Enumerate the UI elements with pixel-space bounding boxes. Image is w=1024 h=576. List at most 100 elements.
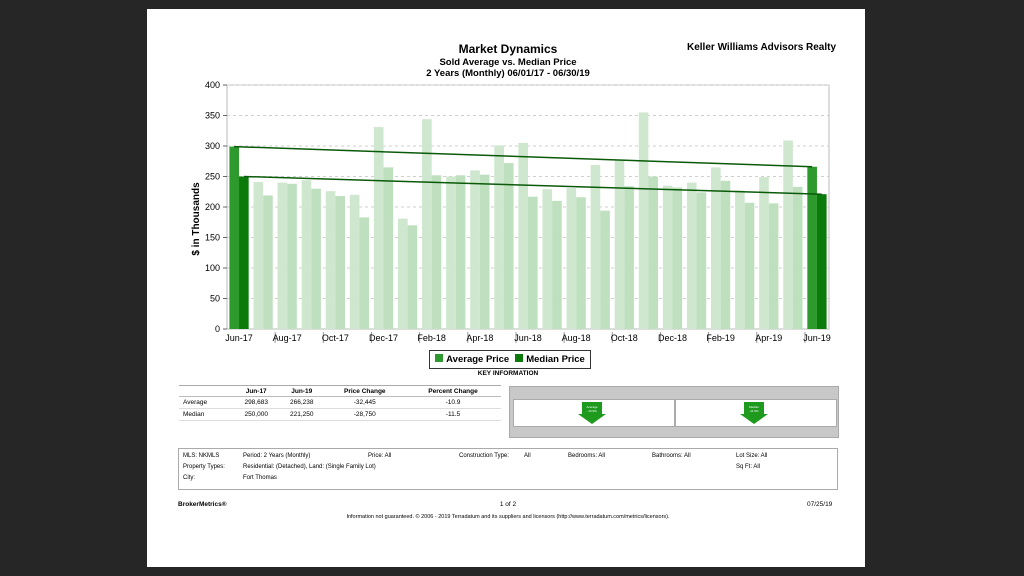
svg-text:Median: Median <box>749 405 759 409</box>
bar-average <box>566 188 577 329</box>
y-tick-label: 200 <box>205 202 220 212</box>
filter-sqft: Sq Ft: All <box>736 464 761 470</box>
average-change-indicator: Average -10.9% <box>513 399 675 427</box>
bar-median <box>600 210 610 329</box>
x-tick-label: Jun-18 <box>514 333 542 343</box>
bar-average <box>662 185 673 329</box>
filter-price: Price: All <box>368 453 392 459</box>
bar-median <box>359 217 370 329</box>
stats-header <box>179 386 234 397</box>
report-title: Market Dynamics <box>458 42 558 56</box>
stats-header: Jun-19 <box>278 386 325 397</box>
bar-median <box>576 197 586 329</box>
bar-median <box>407 225 418 329</box>
brand-label: BrokerMetrics® <box>178 501 227 508</box>
x-axis-ticks: Jun-17 Aug-17 Oct-17 Dec-17 Feb-18 Apr-18 Jun-… <box>225 332 831 343</box>
filter-city-value: Fort Thomas <box>243 475 277 481</box>
filter-construction-value: All <box>524 453 531 459</box>
bar-average <box>711 167 721 329</box>
filter-property-types-label: Property Types: <box>183 464 225 470</box>
y-tick-label: 350 <box>205 111 220 121</box>
y-tick-label: 50 <box>210 294 220 304</box>
bar-average <box>759 177 769 329</box>
bar-median <box>648 176 659 329</box>
x-tick-label: Apr-18 <box>466 333 493 343</box>
y-tick-label: 250 <box>205 172 220 182</box>
x-tick-label: Oct-17 <box>322 333 349 343</box>
report-period: 2 Years (Monthly) 06/01/17 - 06/30/19 <box>426 68 590 79</box>
bar-median <box>528 196 538 329</box>
stats-header: Price Change <box>324 386 406 397</box>
filter-property-types-value: Residential: (Detached), Land: (Single F… <box>243 464 376 470</box>
x-tick-label: Dec-17 <box>369 333 398 343</box>
report-date: 07/25/19 <box>807 501 833 508</box>
bar-average <box>253 181 264 329</box>
bar-median <box>287 183 297 329</box>
bar-average <box>542 189 553 329</box>
trend-line <box>243 175 822 195</box>
down-arrow-icon: Median -11.5% <box>740 402 768 424</box>
company-name: Keller Williams Advisors Realty <box>687 42 837 53</box>
bar-average <box>735 190 745 329</box>
bar-average <box>422 119 432 329</box>
bar-average <box>277 182 288 329</box>
bar-average <box>349 194 360 329</box>
x-tick-label: Jun-17 <box>225 333 253 343</box>
bar-median <box>624 186 634 329</box>
trend-line <box>234 145 813 168</box>
legend-item-average: Average Price <box>435 354 509 365</box>
x-tick-label: Feb-19 <box>706 333 735 343</box>
median-change-indicator: Median -11.5% <box>675 399 837 427</box>
bar-average <box>590 164 601 329</box>
bar-average <box>397 218 408 329</box>
report-page: Market Dynamics Sold Average vs. Median … <box>147 9 865 567</box>
bar-median <box>311 188 321 329</box>
bar-median <box>696 192 707 329</box>
bar-average <box>783 140 793 329</box>
bar-median <box>455 175 466 329</box>
filter-bedrooms: Bedrooms: All <box>568 453 606 459</box>
svg-text:-11.5%: -11.5% <box>749 409 759 413</box>
x-tick-label: Jun-19 <box>803 333 831 343</box>
bar-average <box>301 180 312 329</box>
x-tick-label: Aug-18 <box>562 333 591 343</box>
filter-construction-label: Construction Type: <box>459 453 509 459</box>
bar-median <box>431 175 442 329</box>
bar-average <box>229 146 240 329</box>
bar-median <box>552 200 562 329</box>
chart-bars <box>229 112 827 329</box>
bar-median <box>479 174 490 329</box>
bar-median <box>720 180 731 329</box>
bar-median <box>816 194 827 329</box>
bar-median <box>263 195 273 329</box>
y-axis-label: $ in Thousands <box>191 182 202 256</box>
filter-lot-size: Lot Size: All <box>736 453 768 459</box>
bar-chart: 0 50 100 150 200 250 300 350 400 Jun-17 Aug-17 Oct… <box>191 80 831 343</box>
bar-average <box>638 112 649 329</box>
y-tick-label: 400 <box>205 80 220 90</box>
bar-average <box>518 142 528 329</box>
x-tick-label: Apr-19 <box>755 333 782 343</box>
stats-header: Jun-17 <box>233 386 279 397</box>
filter-mls: MLS: NKMLS <box>183 453 220 459</box>
svg-text:Average: Average <box>586 405 597 409</box>
filter-period: Period: 2 Years (Monthly) <box>243 453 311 459</box>
table-row: Average 298,683 266,238 -32,445 -10.9 <box>179 396 501 409</box>
chart-legend: Average Price Median Price <box>429 350 591 369</box>
y-axis-ticks: 0 50 100 150 200 250 300 350 400 <box>205 80 227 334</box>
stats-table: Jun-17 Jun-19 Price Change Percent Chang… <box>179 386 501 421</box>
stats-header: Percent Change <box>405 386 501 397</box>
filter-bathrooms: Bathrooms: All <box>652 453 691 459</box>
x-tick-label: Dec-18 <box>658 333 687 343</box>
key-information-heading: KEY INFORMATION <box>477 370 539 377</box>
bar-median <box>744 202 755 329</box>
disclaimer: Information not guaranteed. © 2006 - 201… <box>346 514 670 520</box>
trend-lines <box>234 145 822 195</box>
x-tick-label: Feb-18 <box>417 333 446 343</box>
y-tick-label: 100 <box>205 263 220 273</box>
filter-city-label: City: <box>183 475 195 481</box>
x-tick-label: Oct-18 <box>611 333 638 343</box>
bar-average <box>614 159 625 329</box>
bar-median <box>672 187 683 329</box>
page-number: 1 of 2 <box>499 501 517 508</box>
